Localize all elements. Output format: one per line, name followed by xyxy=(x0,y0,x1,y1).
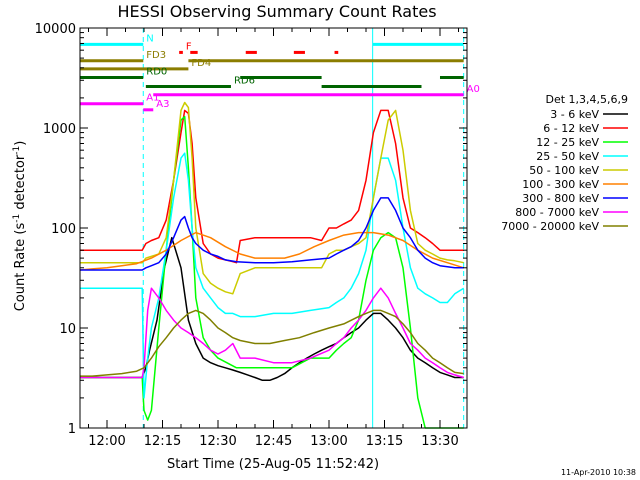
series-line xyxy=(80,197,464,271)
y-tick-label: 100 xyxy=(51,222,76,237)
y-tick-label: 10 xyxy=(59,322,76,337)
x-axis-label: Start Time (25-Aug-05 11:52:42) xyxy=(167,457,379,472)
series-line xyxy=(80,152,465,399)
flag-label: F xyxy=(186,41,192,52)
y-axis-label-part: detector xyxy=(13,154,28,214)
series-line xyxy=(80,109,464,264)
flag-label: A0 xyxy=(467,84,480,95)
legend-entry-label: 6 - 12 keV xyxy=(543,122,599,135)
series-line xyxy=(80,101,464,295)
legend-entry-label: 800 - 7000 keV xyxy=(515,206,599,219)
y-axis-ticks: 1 10 100 1000 10000 xyxy=(35,22,467,437)
flag-label: FD3 xyxy=(146,50,166,61)
x-tick-label: 12:45 xyxy=(255,434,292,449)
series-line xyxy=(79,231,464,271)
legend-entry-label: 7000 - 20000 keV xyxy=(501,220,599,233)
legend-entry-label: 50 - 100 keV xyxy=(529,164,599,177)
legend-title: Det 1,3,4,5,6,9 xyxy=(545,93,628,106)
x-tick-label: 13:15 xyxy=(366,434,403,449)
legend-entry-label: 300 - 800 keV xyxy=(522,192,599,205)
y-tick-label: 10000 xyxy=(35,22,76,37)
series-lines xyxy=(79,101,465,429)
series-line xyxy=(80,236,464,382)
x-axis-ticks: 12:00 12:15 12:30 12:45 13:00 13:15 13:30 xyxy=(88,28,459,449)
flag-label: A1 xyxy=(146,93,159,104)
x-tick-label: 12:15 xyxy=(144,434,181,449)
series-line xyxy=(80,287,464,379)
flag-label: A3 xyxy=(156,99,169,110)
y-axis-label: Count Rate (s-1 detector-1) xyxy=(12,141,28,312)
flag-label: N xyxy=(146,33,153,44)
y-tick-label: 1000 xyxy=(43,122,76,137)
x-tick-label: 13:00 xyxy=(310,434,347,449)
footer-date: 11-Apr-2010 10:38 xyxy=(561,468,636,477)
legend-entry-label: 25 - 50 keV xyxy=(536,150,599,163)
legend-entry-label: 100 - 300 keV xyxy=(522,178,599,191)
y-tick-label: 1 xyxy=(68,422,76,437)
legend-entry-label: 12 - 25 keV xyxy=(536,136,599,149)
legend-entry-label: 3 - 6 keV xyxy=(550,108,599,121)
x-tick-label: 12:30 xyxy=(199,434,236,449)
x-tick-label: 12:00 xyxy=(88,434,125,449)
chart-title: HESSI Observing Summary Count Rates xyxy=(117,2,436,21)
flag-label: RD6 xyxy=(234,76,255,87)
series-line xyxy=(80,309,464,377)
y-axis-label-part: Count Rate (s xyxy=(13,223,28,312)
flag-label: FD4 xyxy=(191,58,211,69)
series-line xyxy=(80,115,464,429)
x-tick-label: 13:30 xyxy=(421,434,458,449)
y-axis-label-exponent: -1 xyxy=(12,214,22,223)
flag-label: RD0 xyxy=(146,66,167,77)
y-axis-label-part: ) xyxy=(13,141,28,146)
y-axis-label-exponent: -1 xyxy=(12,146,22,155)
